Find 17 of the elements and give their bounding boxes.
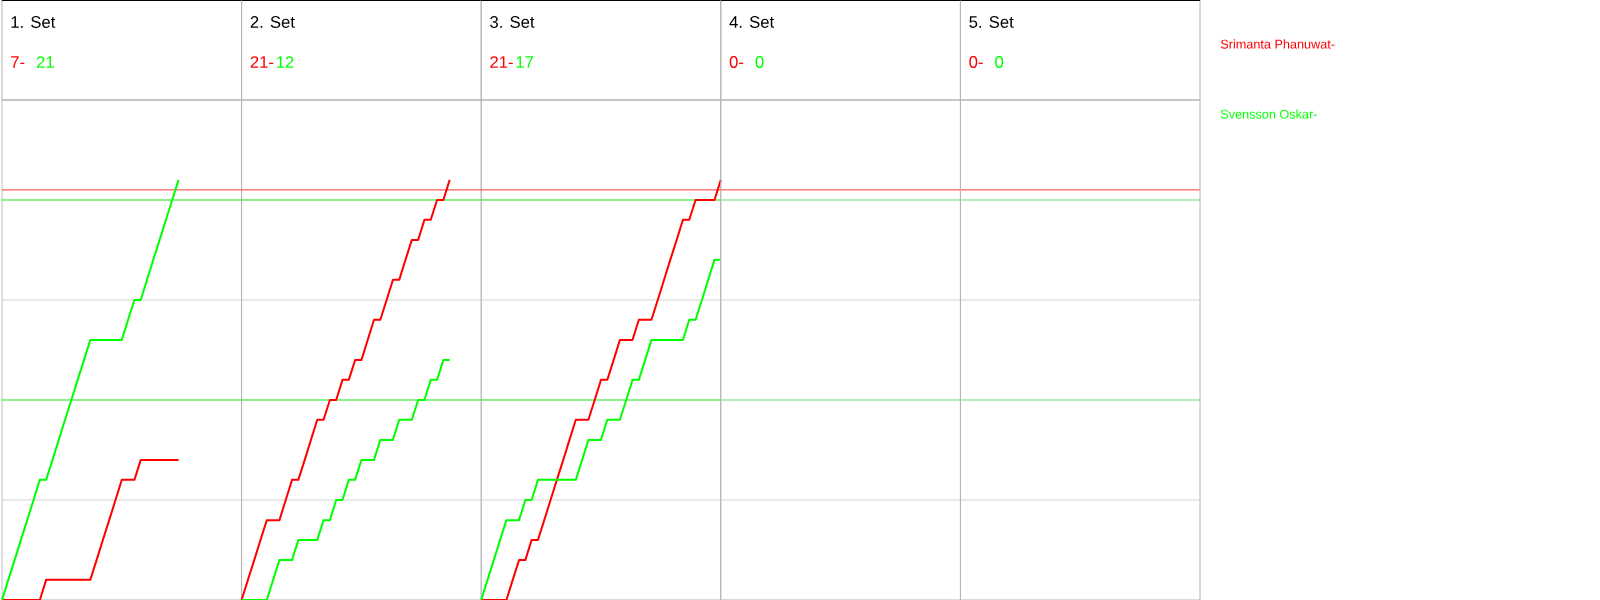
text: 0-	[969, 56, 983, 68]
text: 21-	[490, 56, 513, 68]
chart-title: 1. Set	[11, 16, 56, 28]
text: 12	[276, 56, 294, 68]
text: 5. Set	[969, 16, 1014, 28]
text: 17	[516, 56, 533, 68]
text: Srimanta Phanuwat-	[1220, 39, 1335, 49]
text: 0	[755, 56, 764, 68]
chart-title: 2. Set	[250, 16, 295, 28]
text: 0	[995, 56, 1004, 68]
text: Svensson Oskar-	[1220, 109, 1317, 119]
text: 21-	[250, 56, 274, 68]
chart-title: 3. Set	[490, 16, 535, 28]
text: 4. Set	[729, 16, 775, 28]
text: 0-	[729, 56, 744, 68]
text: 7-	[11, 56, 25, 68]
text: 21	[36, 56, 54, 68]
